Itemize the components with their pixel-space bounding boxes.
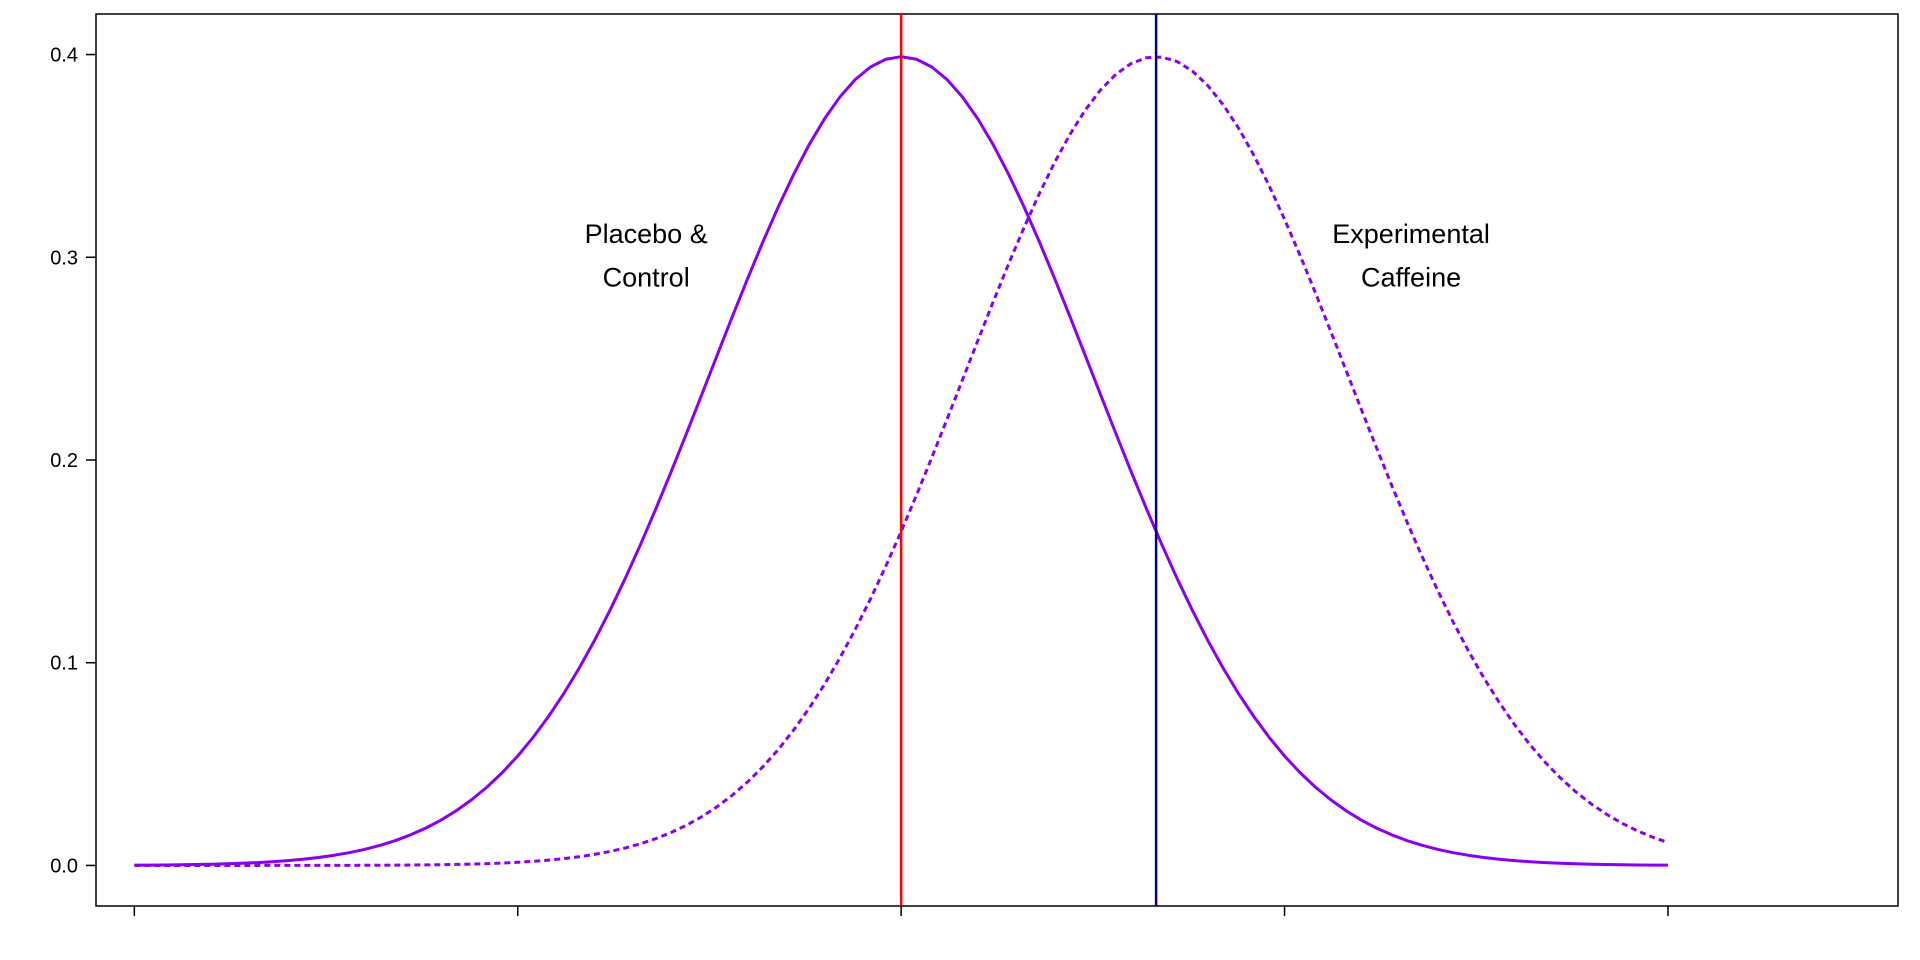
- annotation-line: Placebo &: [585, 219, 708, 249]
- series-line-dotted: [134, 55, 1669, 867]
- annotation-line: Control: [603, 262, 690, 292]
- plot-frame: [95, 13, 1899, 907]
- annotation-experimental-caffeine: Experimental Caffeine: [1332, 219, 1490, 292]
- y-tick-label: 0.3: [50, 247, 78, 269]
- annotation-line: Caffeine: [1361, 262, 1461, 292]
- y-tick-label: 0.1: [50, 653, 78, 675]
- annotation-line: Experimental: [1332, 219, 1490, 249]
- y-tick-label: 0.0: [50, 855, 78, 877]
- y-tick-label: 0.2: [50, 450, 78, 472]
- annotation-placebo-control: Placebo & Control: [585, 219, 708, 292]
- y-tick-label: 0.4: [50, 45, 78, 67]
